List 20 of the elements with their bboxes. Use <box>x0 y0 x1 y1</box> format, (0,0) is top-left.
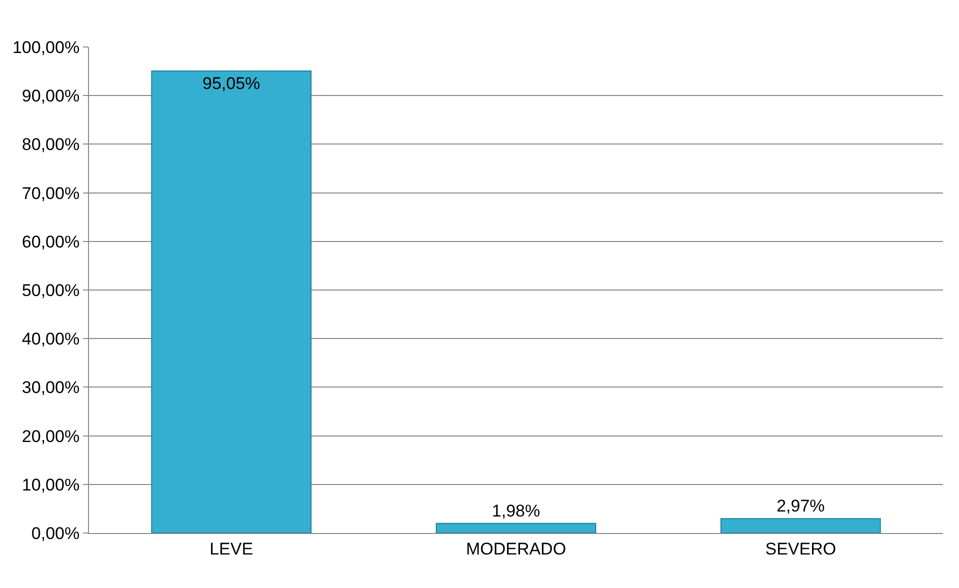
bar <box>720 518 881 533</box>
y-tick-label: 60,00% <box>22 232 80 252</box>
bar <box>151 70 312 533</box>
bar <box>436 522 596 533</box>
y-tick-label: 30,00% <box>22 378 80 398</box>
y-tick-label: 40,00% <box>22 330 80 349</box>
y-tick-label: 0,00% <box>31 524 80 543</box>
x-tick-label: MODERADO <box>466 539 566 558</box>
y-tick-label: 80,00% <box>22 135 80 154</box>
data-label: 95,05% <box>202 74 260 94</box>
y-tick-label: 20,00% <box>22 426 80 446</box>
y-tick-label: 50,00% <box>22 280 80 300</box>
x-tick-label: SEVERO <box>765 539 836 558</box>
data-label: 2,97% <box>776 496 825 516</box>
y-tick-label: 90,00% <box>22 86 80 106</box>
y-tick-label: 100,00% <box>12 38 80 57</box>
y-tick-label: 10,00% <box>22 475 80 494</box>
y-tick-label: 70,00% <box>22 184 80 203</box>
data-label: 1,98% <box>492 501 540 520</box>
x-tick-label: LEVE <box>210 539 254 558</box>
